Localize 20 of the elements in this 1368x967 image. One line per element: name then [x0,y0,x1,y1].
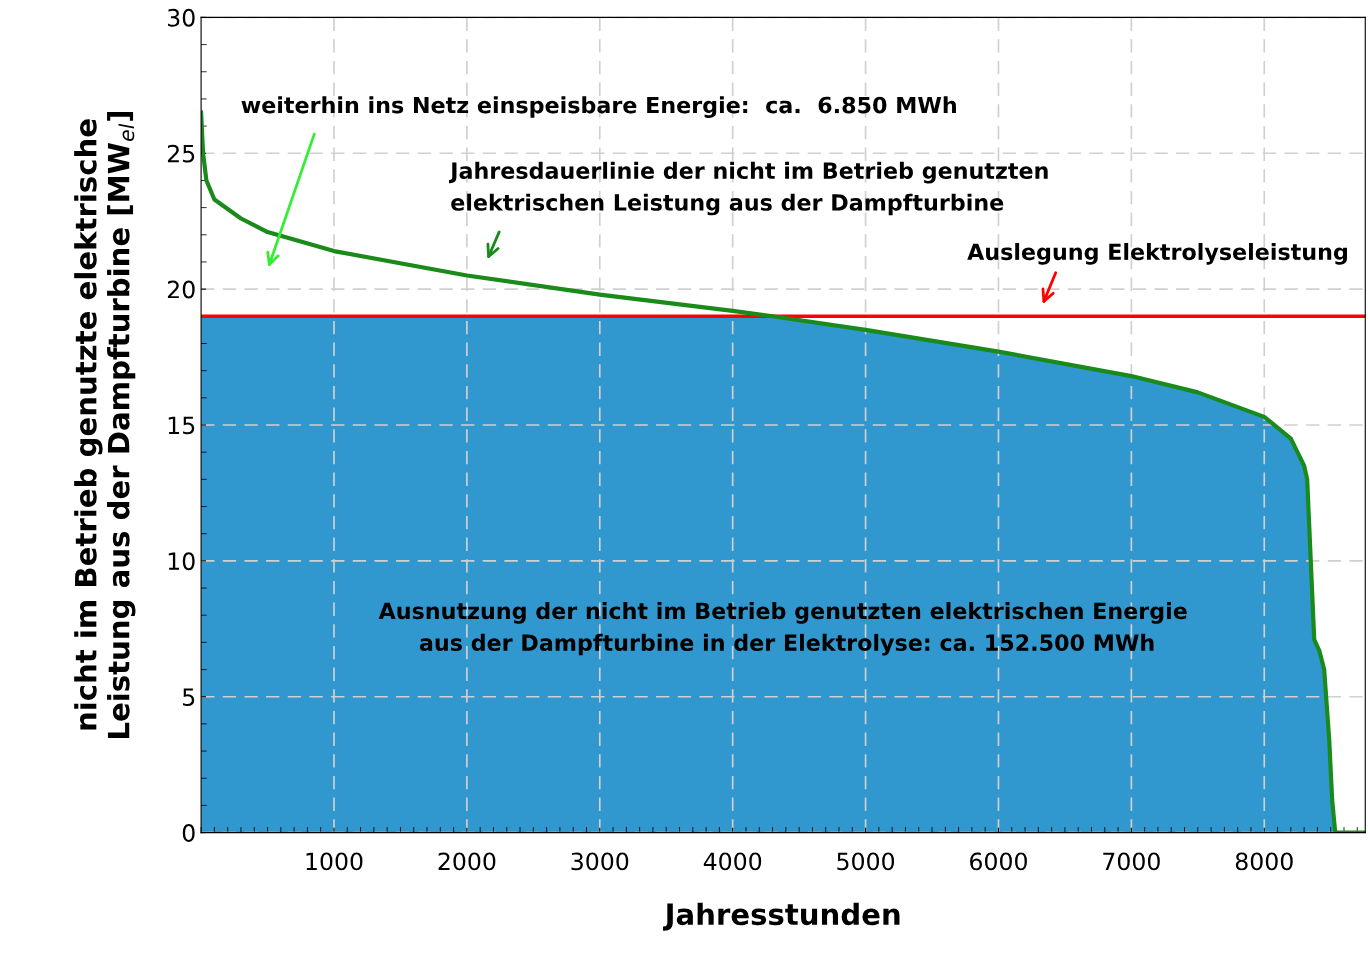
y-tick-label: 25 [167,144,195,163]
x-tick-label: 8000 [1235,852,1293,871]
x-tick-label: 4000 [703,852,762,871]
annotation: Jahresdauerlinie der nicht im Betrieb genutzten elektrischen Leistung aus der Dampfturbine [448,161,1048,216]
x-tick-label: 2000 [438,852,496,871]
y-tick-label: 5 [183,688,195,707]
y-tick-label: 15 [168,416,195,435]
annotation: weiterhin ins Netz einspeisbare Energie: ca. 6.850 MWh [241,96,956,118]
y-tick-label: 20 [167,280,195,299]
y-tick-label: 0 [182,824,195,842]
x-tick-label: 3000 [571,852,629,871]
y-tick-label: 30 [167,8,195,27]
x-axis-title: Jahresstunden [663,902,900,931]
y-tick-label: 10 [168,552,195,571]
x-tick-label: 5000 [837,852,895,871]
x-tick-label: 1000 [306,852,363,871]
x-tick-label: 6000 [970,852,1027,871]
x-tick-label: 7000 [1103,852,1160,871]
y-axis-title: nicht im Betrieb genutzte elektrische Leistung aus der Dampfturbine [MW$_{el}$] [74,112,136,738]
annotation: Auslegung Elektrolyseleistung [967,242,1347,265]
